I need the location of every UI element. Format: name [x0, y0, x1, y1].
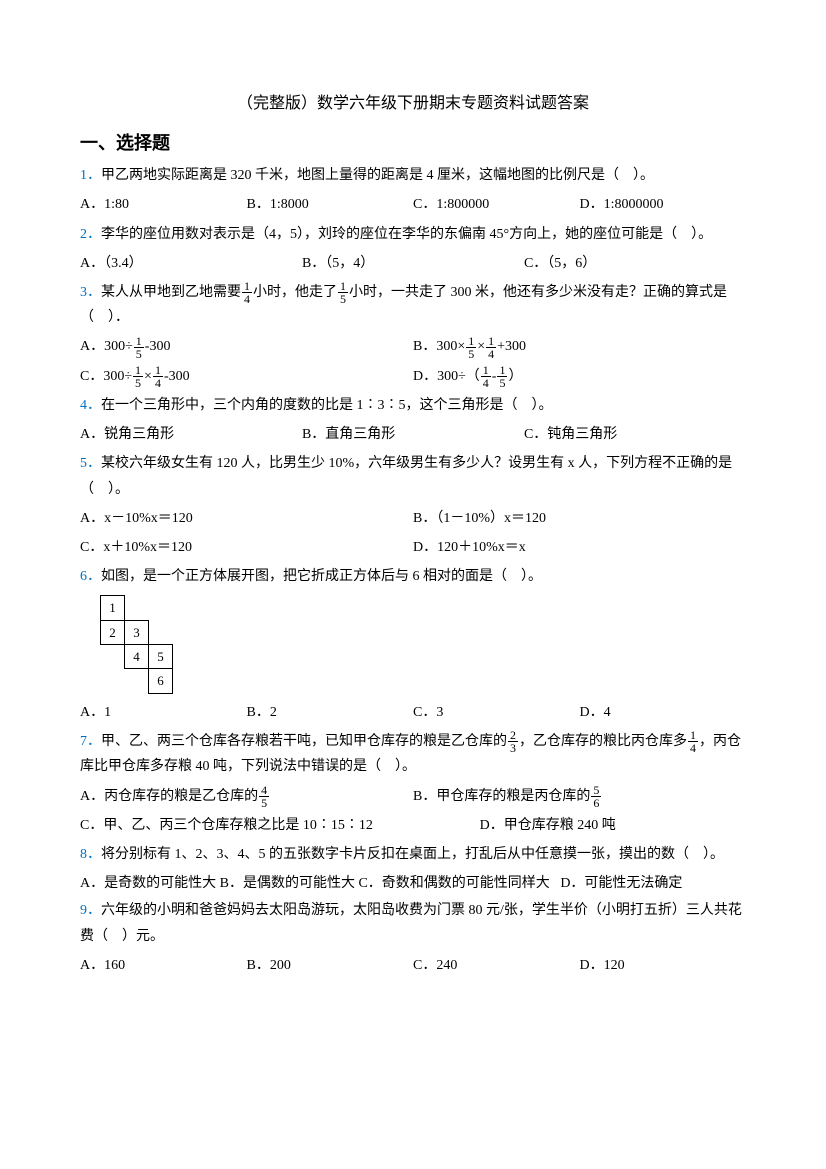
q1-opt-b: B．1:8000	[247, 192, 414, 217]
q6-opt-b: B．2	[247, 700, 414, 725]
section-header: 一、选择题	[80, 127, 746, 159]
question-1: 1．甲乙两地实际距离是 320 千米，地图上量得的距离是 4 厘米，这幅地图的比…	[80, 163, 746, 188]
q7-opt-c: C．甲、乙、丙三个仓库存粮之比是 10∶15∶12	[80, 813, 480, 838]
q3-number: 3．	[80, 285, 101, 300]
cube-cell-2: 2	[101, 620, 125, 644]
q4-number: 4．	[80, 398, 101, 413]
frac-1-5: 15	[338, 280, 348, 305]
q3-mid1: 小时，他走了	[253, 285, 337, 300]
cube-cell-6: 6	[149, 669, 173, 693]
q7-pre: 甲、乙、两三个仓库各存粮若干吨，已知甲仓库存的粮是乙仓库的	[101, 734, 507, 749]
q8-opt-b: B．是偶数的可能性大	[220, 876, 355, 891]
question-4: 4．在一个三角形中，三个内角的度数的比是 1∶3∶5，这个三角形是（ ）。	[80, 393, 746, 418]
q1-opt-d: D．1:8000000	[580, 192, 747, 217]
q4-opt-a: A．锐角三角形	[80, 422, 302, 447]
q4-options: A．锐角三角形 B．直角三角形 C．钝角三角形	[80, 422, 746, 447]
q8-opt-c: C．奇数和偶数的可能性同样大	[358, 876, 549, 891]
question-3: 3．某人从甲地到乙地需要14小时，他走了15小时，一共走了 300 米，他还有多…	[80, 280, 746, 330]
q3-opt-b: B．300×15×14+300	[413, 334, 746, 359]
q6-text: 如图，是一个正方体展开图，把它折成正方体后与 6 相对的面是（ ）。	[101, 569, 542, 584]
q7-opt-d: D．甲仓库存粮 240 吨	[480, 813, 746, 838]
q8-text: 将分别标有 1、2、3、4、5 的五张数字卡片反扣在桌面上，打乱后从中任意摸一张…	[101, 847, 724, 862]
question-9: 9．六年级的小明和爸爸妈妈去太阳岛游玩，太阳岛收费为门票 80 元/张，学生半价…	[80, 898, 746, 948]
q6-opt-c: C．3	[413, 700, 580, 725]
page-title: （完整版）数学六年级下册期末专题资料试题答案	[80, 90, 746, 119]
q7-number: 7．	[80, 734, 101, 749]
q5-options-row1: A．x－10%x＝120 B．（1－10%）x＝120	[80, 506, 746, 531]
q1-opt-c: C．1:800000	[413, 192, 580, 217]
q1-opt-a: A．1:80	[80, 192, 247, 217]
q6-options: A．1 B．2 C．3 D．4	[80, 700, 746, 725]
question-8: 8．将分别标有 1、2、3、4、5 的五张数字卡片反扣在桌面上，打乱后从中任意摸…	[80, 842, 746, 867]
q4-text: 在一个三角形中，三个内角的度数的比是 1∶3∶5，这个三角形是（ ）。	[101, 398, 553, 413]
q2-number: 2．	[80, 227, 101, 242]
frac-1-4-b: 14	[688, 729, 698, 754]
cube-cell-1: 1	[101, 596, 125, 620]
q1-options: A．1:80 B．1:8000 C．1:800000 D．1:8000000	[80, 192, 746, 217]
q9-options: A．160 B．200 C．240 D．120	[80, 953, 746, 978]
frac-1-4: 14	[242, 280, 252, 305]
q5-options-row2: C．x＋10%x＝120 D．120＋10%x＝x	[80, 535, 746, 560]
q9-number: 9．	[80, 903, 101, 918]
q4-opt-b: B．直角三角形	[302, 422, 524, 447]
question-5: 5．某校六年级女生有 120 人，比男生少 10%，六年级男生有多少人？设男生有…	[80, 451, 746, 501]
q3-opt-d: D．300÷（14-15）	[413, 364, 746, 389]
q2-opt-a: A．（3.4）	[80, 251, 302, 276]
q1-number: 1．	[80, 168, 101, 183]
q8-options: A．是奇数的可能性大 B．是偶数的可能性大 C．奇数和偶数的可能性同样大 D．可…	[80, 871, 746, 896]
q9-text: 六年级的小明和爸爸妈妈去太阳岛游玩，太阳岛收费为门票 80 元/张，学生半价（小…	[80, 903, 742, 943]
q2-options: A．（3.4） B．（5，4） C．（5，6）	[80, 251, 746, 276]
q9-opt-b: B．200	[247, 953, 414, 978]
q6-opt-a: A．1	[80, 700, 247, 725]
q5-number: 5．	[80, 456, 101, 471]
q8-opt-d: D．可能性无法确定	[560, 876, 682, 891]
q9-opt-c: C．240	[413, 953, 580, 978]
q8-opt-a: A．是奇数的可能性大	[80, 876, 216, 891]
q1-text: 甲乙两地实际距离是 320 千米，地图上量得的距离是 4 厘米，这幅地图的比例尺…	[101, 168, 654, 183]
q6-number: 6．	[80, 569, 101, 584]
q5-opt-b: B．（1－10%）x＝120	[413, 506, 746, 531]
q5-opt-d: D．120＋10%x＝x	[413, 535, 746, 560]
q7-options-row2: C．甲、乙、丙三个仓库存粮之比是 10∶15∶12 D．甲仓库存粮 240 吨	[80, 813, 746, 838]
cube-cell-3: 3	[125, 620, 149, 644]
q3-pre: 某人从甲地到乙地需要	[101, 285, 241, 300]
q7-options-row1: A．丙仓库存的粮是乙仓库的45 B．甲仓库存的粮是丙仓库的56	[80, 784, 746, 809]
q4-opt-c: C．钝角三角形	[524, 422, 746, 447]
q2-text: 李华的座位用数对表示是（4，5），刘玲的座位在李华的东偏南 45°方向上，她的座…	[101, 227, 712, 242]
q5-opt-c: C．x＋10%x＝120	[80, 535, 413, 560]
q3-options-row1: A．300÷15-300 B．300×15×14+300	[80, 334, 746, 359]
q7-opt-a: A．丙仓库存的粮是乙仓库的45	[80, 784, 413, 809]
q2-opt-b: B．（5，4）	[302, 251, 524, 276]
q3-opt-c: C．300÷15×14-300	[80, 364, 413, 389]
frac-2-3: 23	[508, 729, 518, 754]
q2-opt-c: C．（5，6）	[524, 251, 746, 276]
cube-cell-4: 4	[125, 645, 149, 669]
question-2: 2．李华的座位用数对表示是（4，5），刘玲的座位在李华的东偏南 45°方向上，她…	[80, 222, 746, 247]
question-7: 7．甲、乙、两三个仓库各存粮若干吨，已知甲仓库存的粮是乙仓库的23，乙仓库存的粮…	[80, 729, 746, 779]
q6-opt-d: D．4	[580, 700, 747, 725]
question-6: 6．如图，是一个正方体展开图，把它折成正方体后与 6 相对的面是（ ）。	[80, 564, 746, 589]
q7-opt-b: B．甲仓库存的粮是丙仓库的56	[413, 784, 746, 809]
q5-text: 某校六年级女生有 120 人，比男生少 10%，六年级男生有多少人？设男生有 x…	[80, 456, 732, 496]
q7-mid1: ，乙仓库存的粮比丙仓库多	[519, 734, 687, 749]
q8-number: 8．	[80, 847, 101, 862]
q9-opt-d: D．120	[580, 953, 747, 978]
q3-options-row2: C．300÷15×14-300 D．300÷（14-15）	[80, 364, 746, 389]
q5-opt-a: A．x－10%x＝120	[80, 506, 413, 531]
q9-opt-a: A．160	[80, 953, 247, 978]
cube-cell-5: 5	[149, 645, 173, 669]
q3-opt-a: A．300÷15-300	[80, 334, 413, 359]
cube-net-diagram: 1 23 45 6	[100, 595, 746, 694]
